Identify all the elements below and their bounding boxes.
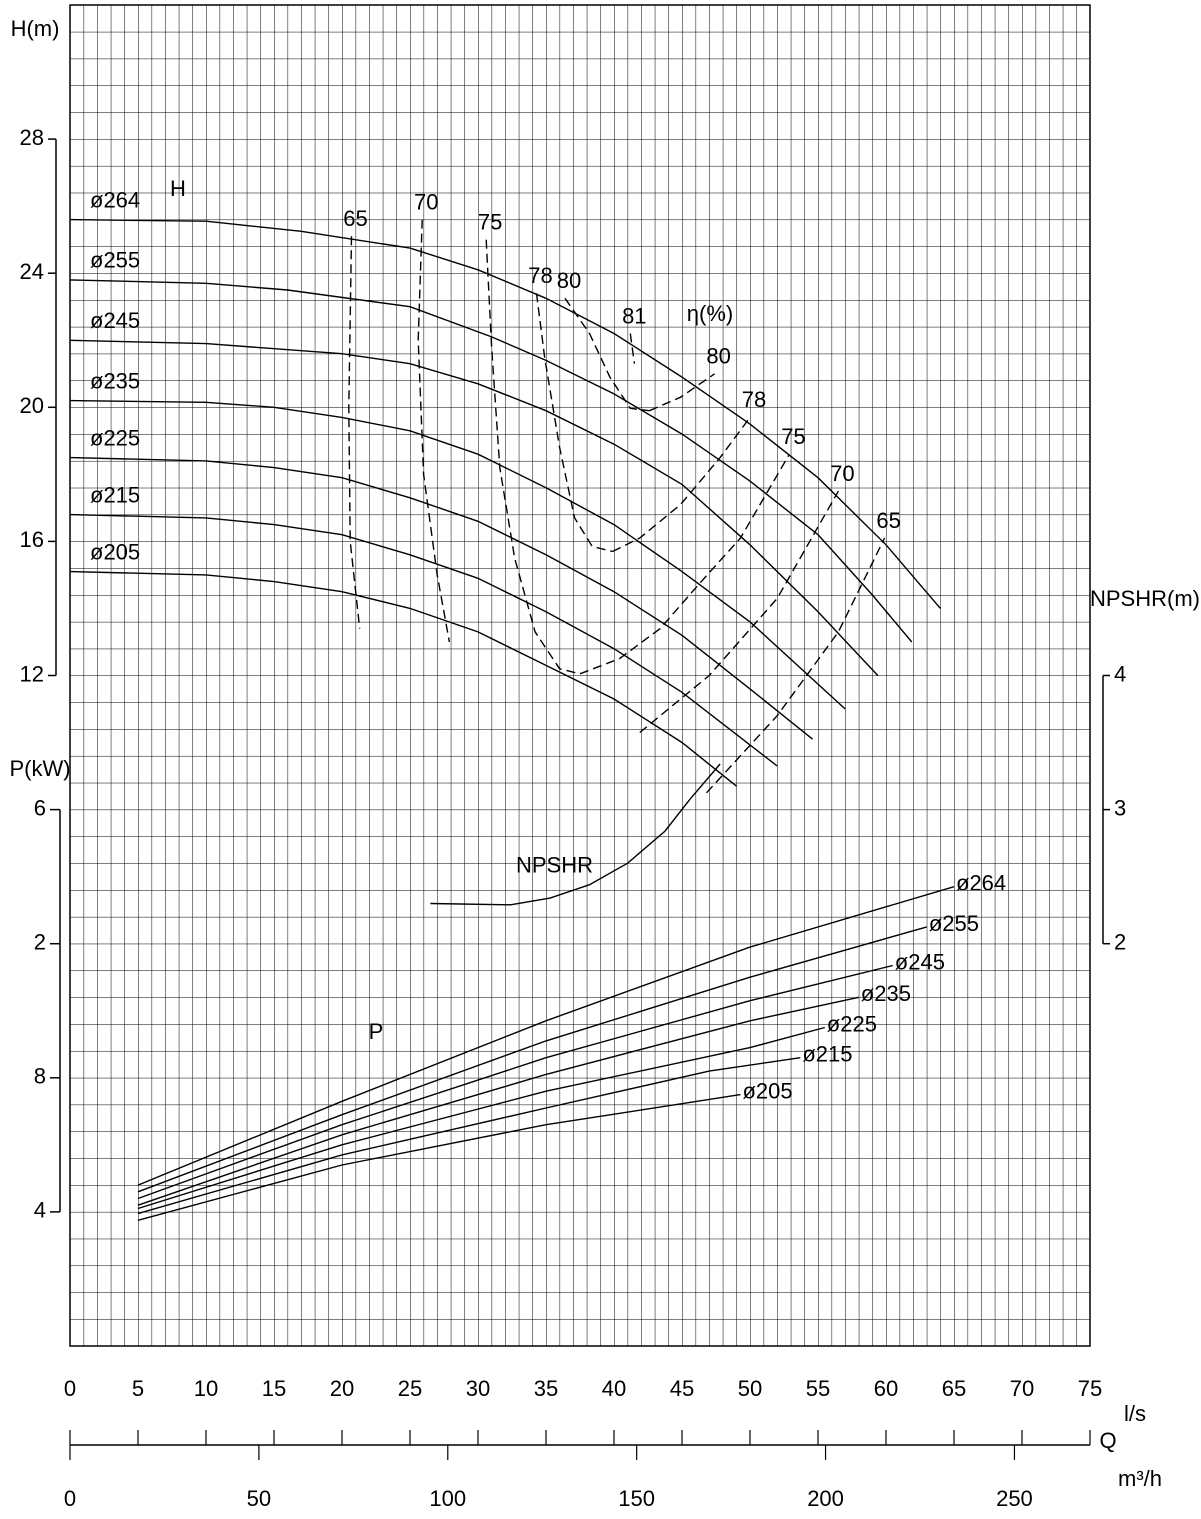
x-tick-label: 55	[806, 1376, 830, 1401]
x-tick-label: 45	[670, 1376, 694, 1401]
series	[69, 218, 941, 609]
series-label: 80	[706, 344, 730, 369]
efficiency-series	[612, 416, 751, 553]
efficiency-series	[579, 453, 791, 675]
series	[69, 399, 846, 710]
x-tick-label: 30	[466, 1376, 490, 1401]
series-label: 78	[742, 387, 766, 412]
efficiency-series	[564, 297, 650, 412]
series-label: 65	[343, 206, 367, 231]
series-label: NPSHR	[516, 853, 593, 878]
series	[69, 279, 913, 643]
series-label: ø235	[861, 981, 911, 1006]
efficiency-series	[348, 236, 361, 629]
y3-axis-title: P(kW)	[9, 756, 70, 781]
x-tick-label: 75	[1078, 1376, 1102, 1401]
power-series	[137, 964, 893, 1200]
series-label: ø215	[90, 482, 140, 507]
series-label: ø225	[90, 425, 140, 450]
efficiency-series	[485, 239, 581, 675]
power-series	[137, 1093, 741, 1221]
efficiency-series	[629, 333, 636, 364]
annotation: H	[170, 176, 186, 201]
series-label: ø225	[827, 1011, 877, 1036]
y2-tick-label: 2	[1114, 930, 1126, 955]
series-label: ø264	[90, 187, 140, 212]
series-label: ø205	[742, 1078, 792, 1103]
x-tick-label: 35	[534, 1376, 558, 1401]
series-label: ø205	[90, 539, 140, 564]
y-tick-label: 24	[20, 259, 44, 284]
x-tick-label: 60	[874, 1376, 898, 1401]
power-series	[137, 886, 955, 1186]
efficiency-series	[639, 490, 840, 734]
series-label: 81	[622, 303, 646, 328]
y2-axis-title: NPSHR(m)	[1090, 586, 1200, 611]
x-tick-label: 70	[1010, 1376, 1034, 1401]
power-series	[137, 926, 927, 1193]
power-series	[137, 1057, 801, 1215]
y3-tick-label: 2	[34, 930, 46, 955]
series-label: ø245	[90, 308, 140, 333]
x2-tick-label: 150	[618, 1486, 655, 1511]
annotation: P	[369, 1019, 384, 1044]
x-axis-name: Q	[1099, 1428, 1116, 1453]
x-tick-label: 0	[64, 1376, 76, 1401]
y2-tick-label: 4	[1114, 661, 1126, 686]
efficiency-series	[417, 219, 451, 643]
annotation: η(%)	[687, 301, 733, 326]
npshr-series	[430, 763, 721, 906]
y-tick-label: 28	[20, 125, 44, 150]
series-label: 75	[478, 209, 502, 234]
x2-tick-label: 50	[247, 1486, 271, 1511]
series-label: ø264	[956, 871, 1006, 896]
y2-tick-label: 3	[1114, 795, 1126, 820]
x-tick-label: 50	[738, 1376, 762, 1401]
series-label: ø245	[895, 949, 945, 974]
x-axis-title: l/s	[1124, 1401, 1146, 1426]
x2-tick-label: 200	[807, 1486, 844, 1511]
series	[69, 456, 814, 740]
x2-tick-label: 250	[996, 1486, 1033, 1511]
power-series	[137, 996, 859, 1206]
efficiency-series	[705, 537, 886, 794]
y-tick-label: 16	[20, 527, 44, 552]
efficiency-series	[649, 373, 715, 412]
x-tick-label: 40	[602, 1376, 626, 1401]
series	[69, 570, 737, 787]
y-tick-label: 12	[20, 661, 44, 686]
x-tick-label: 20	[330, 1376, 354, 1401]
series-label: ø255	[90, 248, 140, 273]
series-label: 75	[781, 424, 805, 449]
x-tick-label: 65	[942, 1376, 966, 1401]
y-tick-label: 20	[20, 393, 44, 418]
y3-tick-label: 8	[34, 1064, 46, 1089]
power-series	[137, 1026, 825, 1210]
series-label: ø235	[90, 368, 140, 393]
y3-tick-label: 4	[34, 1198, 46, 1223]
y3-tick-label: 6	[34, 795, 46, 820]
x2-axis-title: m³/h	[1118, 1466, 1162, 1491]
series-label: 65	[876, 508, 900, 533]
series-label: ø215	[802, 1041, 852, 1066]
series-label: 78	[528, 263, 552, 288]
series	[69, 513, 778, 767]
x-tick-label: 5	[132, 1376, 144, 1401]
x2-tick-label: 0	[64, 1486, 76, 1511]
grid	[69, 4, 1091, 1347]
series-label: 70	[414, 189, 438, 214]
y-axis-title: H(m)	[11, 16, 60, 41]
series-label: 70	[830, 461, 854, 486]
x2-tick-label: 100	[429, 1486, 466, 1511]
x-tick-label: 25	[398, 1376, 422, 1401]
x-tick-label: 15	[262, 1376, 286, 1401]
series-label: ø255	[929, 911, 979, 936]
series	[69, 339, 879, 676]
x-tick-label: 10	[194, 1376, 218, 1401]
series-label: 80	[557, 268, 581, 293]
